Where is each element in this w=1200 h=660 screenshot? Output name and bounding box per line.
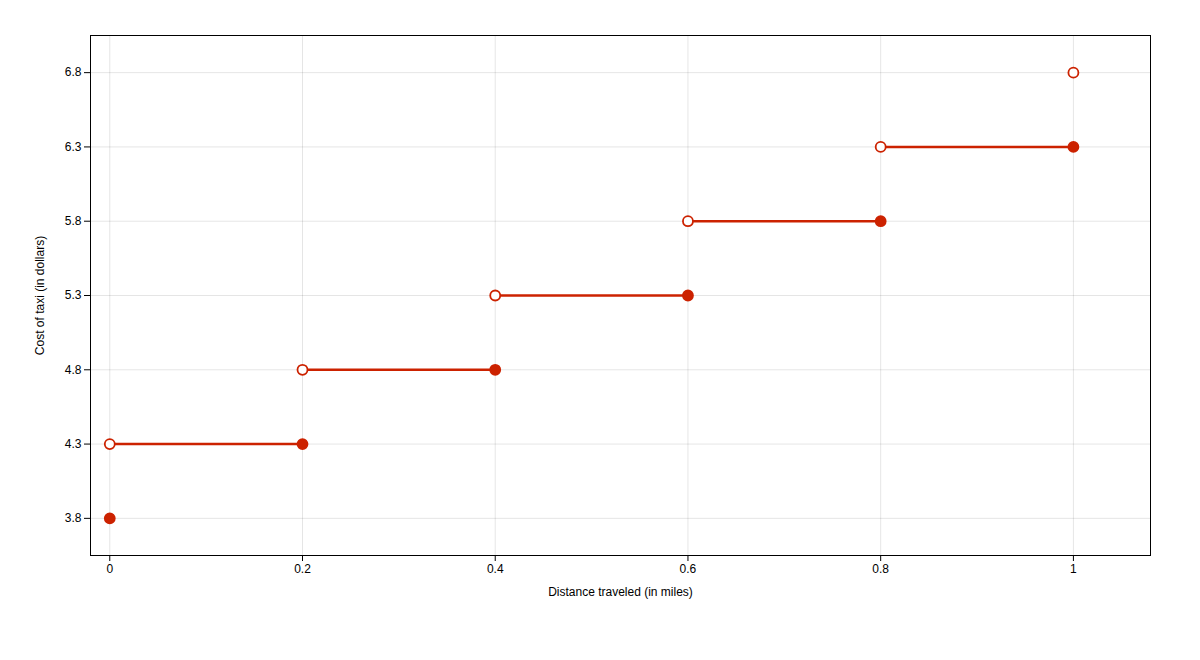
- svg-text:0: 0: [106, 562, 113, 576]
- svg-text:6.3: 6.3: [65, 140, 82, 154]
- svg-text:4.8: 4.8: [65, 363, 82, 377]
- svg-text:Distance traveled (in miles): Distance traveled (in miles): [548, 585, 693, 599]
- svg-text:0.4: 0.4: [487, 562, 504, 576]
- svg-text:5.8: 5.8: [65, 214, 82, 228]
- svg-text:4.3: 4.3: [65, 437, 82, 451]
- svg-text:0.2: 0.2: [294, 562, 311, 576]
- svg-text:3.8: 3.8: [65, 511, 82, 525]
- svg-text:6.8: 6.8: [65, 65, 82, 79]
- svg-text:5.3: 5.3: [65, 288, 82, 302]
- svg-text:0.8: 0.8: [872, 562, 889, 576]
- svg-text:Cost of taxi (in dollars): Cost of taxi (in dollars): [33, 236, 47, 355]
- svg-text:1: 1: [1070, 562, 1077, 576]
- svg-text:0.6: 0.6: [680, 562, 697, 576]
